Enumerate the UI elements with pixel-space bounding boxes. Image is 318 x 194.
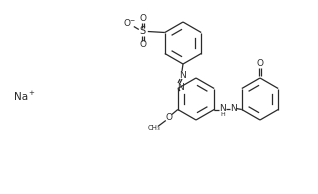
Text: −: − [129,17,135,22]
Text: O: O [139,40,146,49]
Text: O: O [257,60,264,68]
Text: CH₃: CH₃ [148,126,160,132]
Text: N: N [230,104,237,113]
Text: N: N [219,104,225,113]
Text: +: + [28,90,34,96]
Text: N: N [179,70,185,80]
Text: Na: Na [14,92,28,102]
Text: H: H [221,112,225,117]
Text: O: O [165,113,172,122]
Text: O: O [139,14,146,23]
Text: S: S [140,27,146,36]
Text: N: N [176,82,183,92]
Text: O: O [123,19,130,28]
